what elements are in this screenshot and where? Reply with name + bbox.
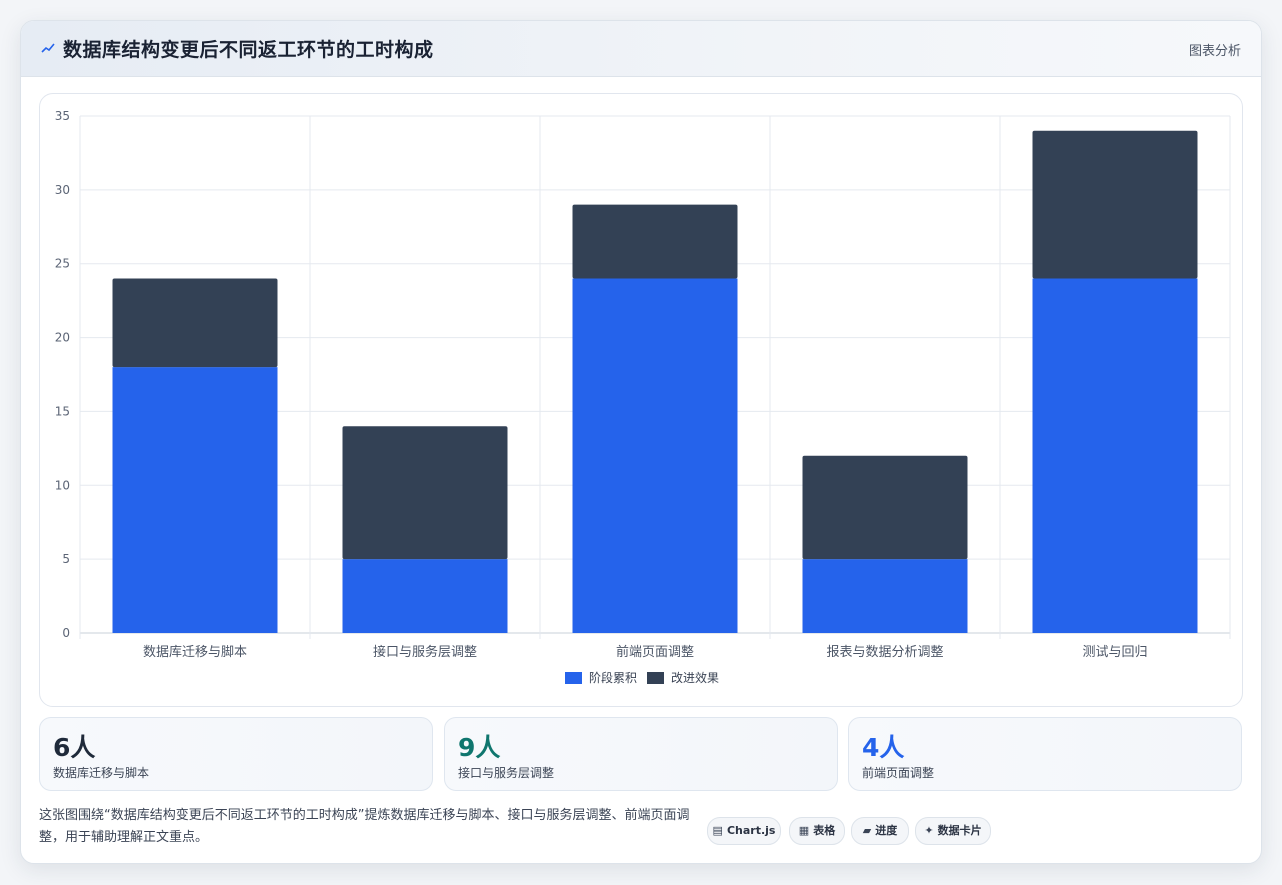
chart-container: 0 5 10 15 20 25 30 35 数据库迁移与脚本 接口与服务层调整 前端页面调整 报表与数… (39, 93, 1243, 707)
chip-chartjs[interactable]: ▤ Chart.js (707, 817, 781, 845)
bar-stage-cumulative (342, 559, 508, 633)
legend-label: 阶段累积 (589, 670, 637, 685)
bar-stage-cumulative (1032, 278, 1198, 633)
y-tick-label: 25 (55, 257, 70, 271)
y-tick-label: 15 (55, 404, 70, 418)
chip-label: 表格 (813, 824, 836, 837)
stat-card-db: 6人 数据库迁移与脚本 (39, 717, 433, 791)
stacked-bar-chart: 0 5 10 15 20 25 30 35 数据库迁移与脚本 接口与服务层调整 前端页面调整 报表与数… (55, 109, 1231, 685)
chart-line-icon (41, 43, 55, 53)
bar-improvement-effect (342, 426, 508, 560)
stat-label: 接口与服务层调整 (458, 766, 555, 780)
chip-progress[interactable]: ▰ 进度 (851, 817, 909, 845)
legend-label: 改进效果 (671, 670, 719, 685)
x-tick-label: 接口与服务层调整 (373, 644, 477, 660)
table-icon: ▦ (798, 824, 810, 837)
x-tick-label: 报表与数据分析调整 (826, 645, 943, 660)
chip-label: 数据卡片 (937, 824, 982, 837)
sparkle-icon: ✦ (924, 824, 934, 837)
stat-card-api: 9人 接口与服务层调整 (444, 717, 838, 791)
bar-improvement-effect (572, 204, 738, 279)
chart-card: 数据库结构变更后不同返工环节的工时构成 图表分析 0 5 10 15 20 25 30 35 数… (20, 20, 1262, 864)
y-tick-label: 35 (55, 109, 70, 123)
stat-label: 前端页面调整 (862, 766, 935, 780)
bar-stage-cumulative (112, 367, 278, 633)
bar-improvement-effect (802, 455, 968, 560)
stat-card-frontend: 4人 前端页面调整 (848, 717, 1242, 791)
y-tick-label: 20 (55, 331, 70, 345)
chip-label: 进度 (875, 824, 898, 837)
y-tick-label: 10 (55, 478, 70, 492)
chart-analysis-tag[interactable]: 图表分析 (1188, 44, 1241, 59)
legend-swatch (647, 672, 664, 684)
card-header: 数据库结构变更后不同返工环节的工时构成 图表分析 (21, 21, 1261, 77)
x-tick-label: 数据库迁移与脚本 (143, 644, 247, 660)
stat-value: 4人 (862, 733, 905, 762)
bar-stage-cumulative (572, 278, 738, 633)
chart-description: 这张图围绕“数据库结构变更后不同返工环节的工时构成”提炼数据库迁移与脚本、接口与… (39, 808, 690, 845)
chip-data-card[interactable]: ✦ 数据卡片 (915, 817, 991, 845)
stat-label: 数据库迁移与脚本 (53, 766, 150, 780)
bar-stage-cumulative (802, 559, 968, 633)
page-title: 数据库结构变更后不同返工环节的工时构成 (63, 39, 434, 61)
progress-icon: ▰ (862, 824, 872, 837)
bar-improvement-effect (1032, 130, 1198, 279)
legend-swatch (565, 672, 582, 684)
x-tick-label: 测试与回归 (1082, 645, 1147, 660)
y-tick-label: 30 (55, 183, 70, 197)
stat-value: 9人 (458, 733, 501, 762)
x-tick-label: 前端页面调整 (616, 644, 694, 660)
chart-icon: ▤ (712, 824, 723, 837)
bar-improvement-effect (112, 278, 278, 368)
chip-label: Chart.js (726, 824, 776, 837)
y-tick-label: 0 (62, 626, 70, 640)
chip-table[interactable]: ▦ 表格 (789, 817, 845, 845)
stat-value: 6人 (53, 733, 96, 762)
y-tick-label: 5 (62, 552, 70, 566)
